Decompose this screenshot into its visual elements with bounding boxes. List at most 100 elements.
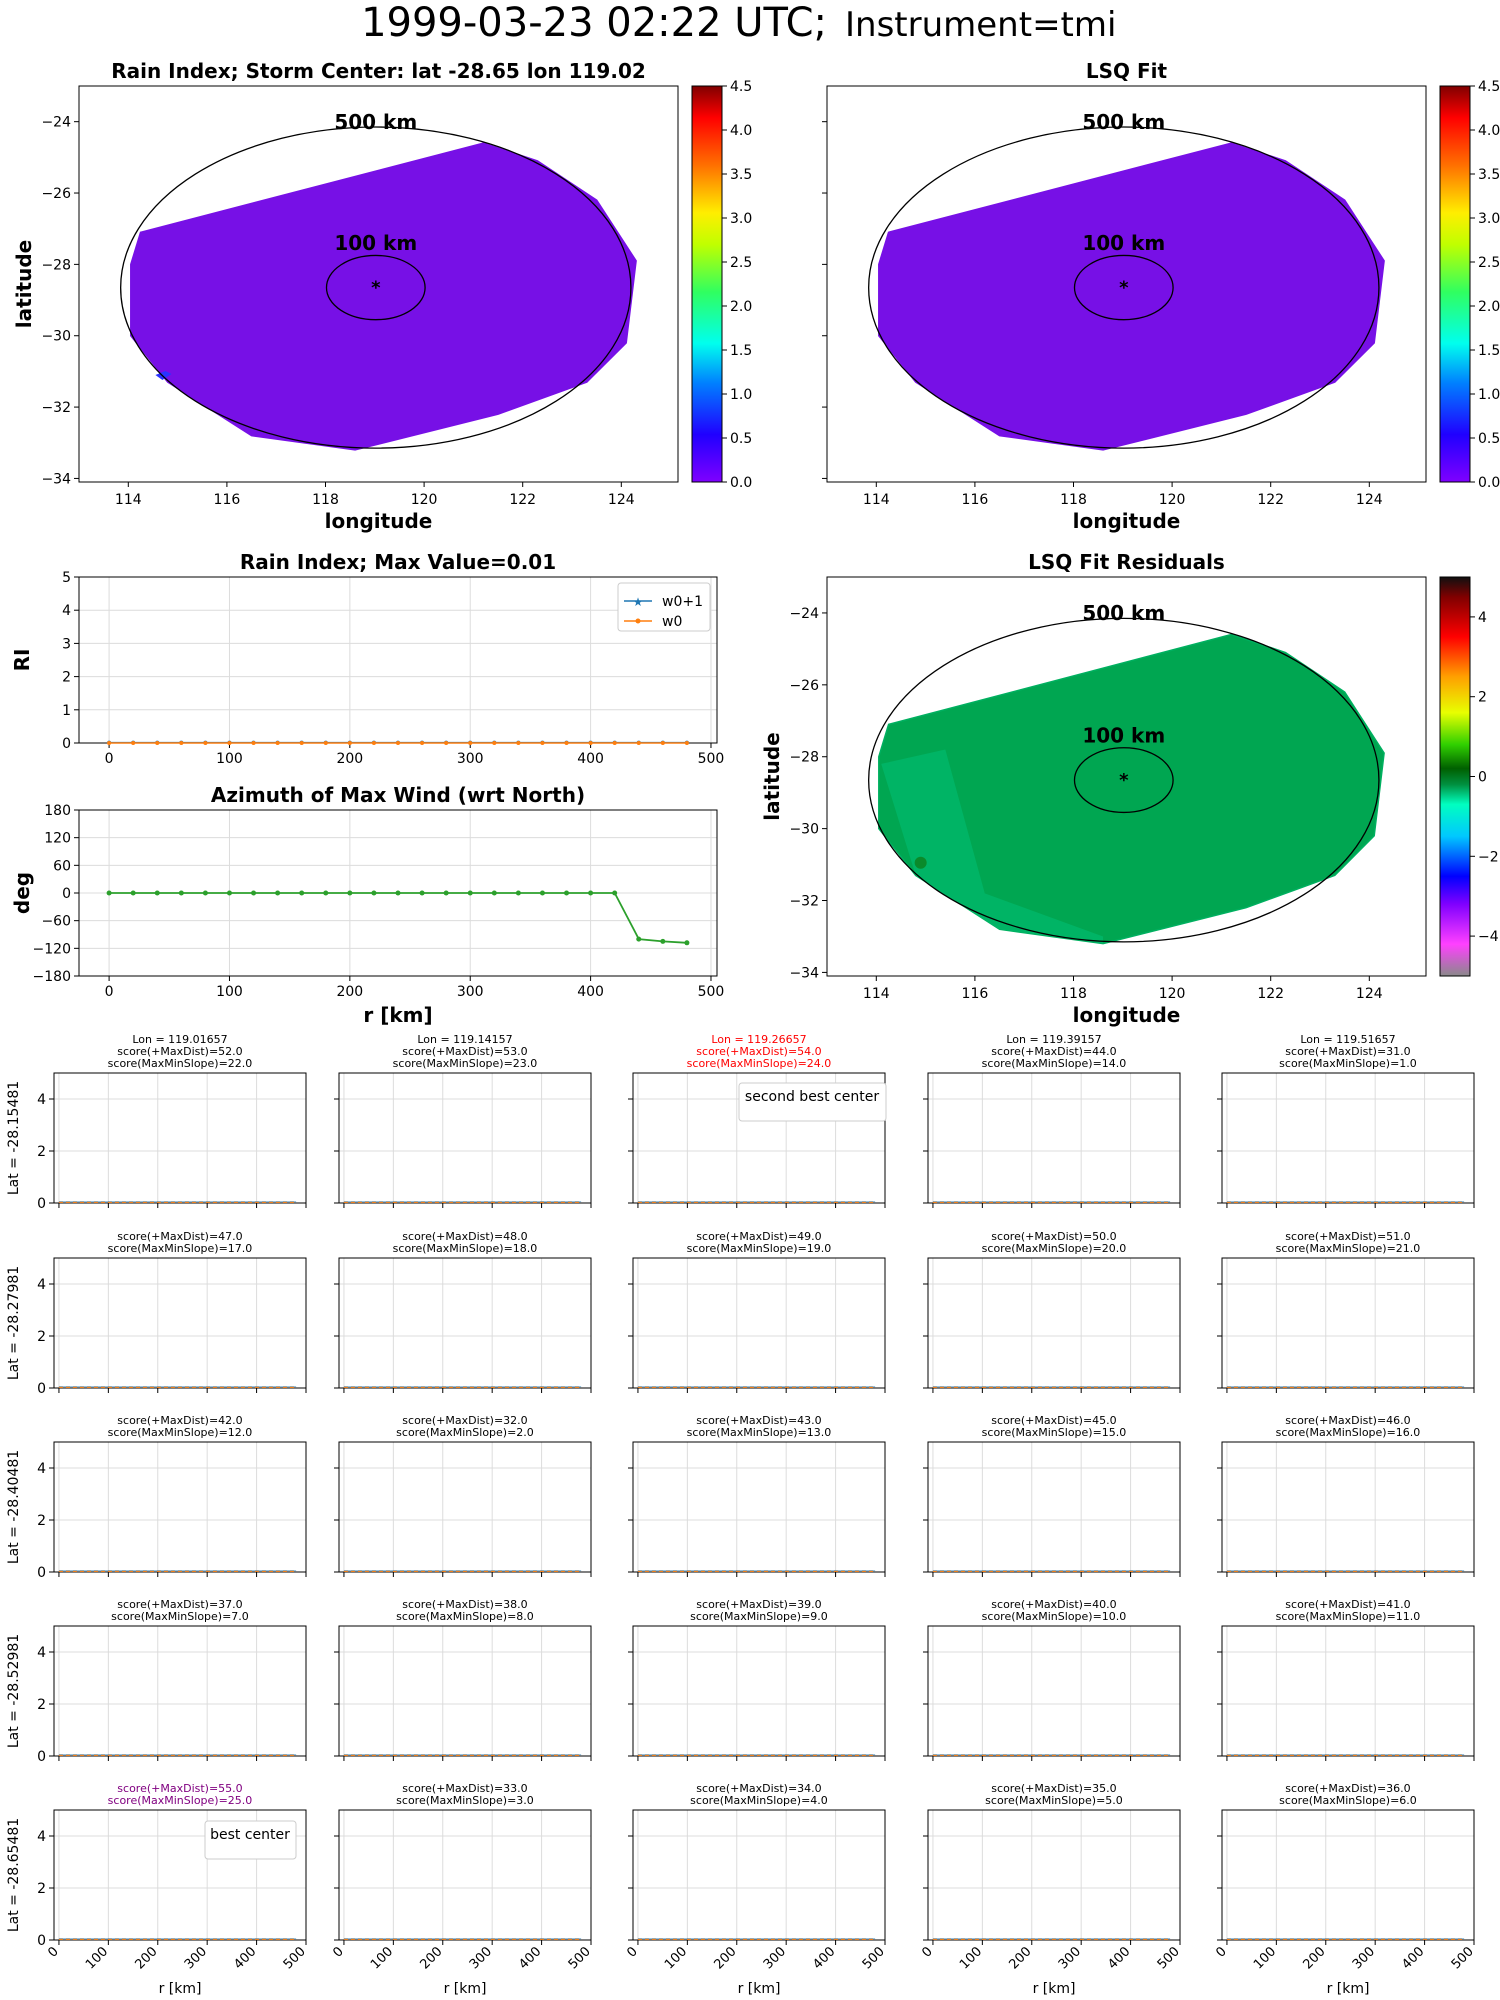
grid-panel: score(+MaxDist)=40.0score(MaxMinSlope)=1…: [923, 1598, 1181, 1761]
lsq-ring-100: [1073, 254, 1174, 321]
grid-xtick-label: 0: [624, 1944, 640, 1960]
grid-xtick-label: 100: [83, 1944, 111, 1972]
grid-frame: [632, 1625, 886, 1757]
ri-point: [299, 741, 304, 745]
grid-xtick-label: 500: [1449, 1944, 1477, 1972]
resid-xtick-label: 116: [962, 986, 989, 1002]
az-xtick-label: 100: [216, 984, 243, 1000]
grid-title-line: score(MaxMinSlope)=14.0: [982, 1057, 1127, 1070]
resid-cbar-tick-label: 4: [1478, 610, 1487, 626]
ri-point: [516, 741, 521, 745]
az-point: [539, 890, 545, 896]
grid-title-line: score(MaxMinSlope)=5.0: [985, 1794, 1123, 1807]
resid-cbar-tick-label: −4: [1478, 929, 1499, 945]
lsq-xtick-label: 120: [1159, 492, 1186, 508]
resid-ytick-label: −26: [789, 678, 819, 694]
lsq-ring-label-500: 500 km: [1082, 110, 1165, 134]
rain-ytick-label: −30: [41, 329, 71, 345]
rain-ylabel: latitude: [12, 240, 36, 328]
ri-point: [347, 741, 352, 745]
grid-xtick-label: 0: [45, 1944, 61, 1960]
grid-lat-label: Lat = -28.27981: [6, 1266, 22, 1380]
grid-ytick-label: 0: [37, 1196, 46, 1212]
lsq-swath: [878, 142, 1385, 451]
grid-frame: [1221, 1072, 1475, 1204]
ri-point: [564, 741, 569, 745]
ri-point: [275, 741, 280, 745]
lsq-xlabel: longitude: [1073, 509, 1181, 533]
grid-title-line: score(+MaxDist)=48.0: [402, 1230, 527, 1243]
grid-title-line: score(MaxMinSlope)=23.0: [393, 1057, 538, 1070]
grid-panel: 0 2 4 Lat = -28.40481 score(+MaxDist)=42.0sc…: [6, 1414, 307, 1581]
az-point: [588, 890, 594, 896]
ri-legend-box: [617, 582, 711, 632]
lsq-cbar-tick-label: 1.0: [1478, 387, 1500, 403]
lsq-cbar-tick-label: 1.5: [1478, 343, 1500, 359]
rain-cbar-tick-label: 1.5: [730, 343, 752, 359]
ri-point: [420, 741, 425, 745]
resid-xlabel: longitude: [1073, 1003, 1181, 1027]
az-point: [660, 938, 666, 944]
ri-legend-label: w0: [662, 614, 682, 630]
grid-frame: [632, 1257, 886, 1389]
grid-panel: score(+MaxDist)=43.0score(MaxMinSlope)=1…: [628, 1414, 886, 1577]
resid-xtick-label: 118: [1060, 986, 1087, 1002]
az-point: [636, 936, 642, 942]
ri-point: [492, 741, 497, 745]
rain-ring-label-500: 500 km: [334, 110, 417, 134]
resid-edge-band: [881, 749, 1104, 944]
grid-frame: [1221, 1257, 1475, 1389]
grid-title-line: score(+MaxDist)=34.0: [696, 1782, 821, 1795]
grid-title-line: Lon = 119.14157: [417, 1033, 512, 1046]
resid-center-star: *: [1119, 770, 1129, 791]
ri-xtick-label: 400: [577, 751, 604, 767]
grid-title-line: Lon = 119.39157: [1006, 1033, 1101, 1046]
az-xtick-label: 200: [336, 984, 363, 1000]
second-best-legend-box: [738, 1082, 887, 1122]
resid-xtick-label: 114: [863, 986, 890, 1002]
resid-ytick-label: −32: [789, 894, 819, 910]
ri-point: [371, 741, 376, 745]
grid-xtick-label: 0: [919, 1944, 935, 1960]
rain-ytick-label: −32: [41, 400, 71, 416]
ri-xtick-label: 0: [105, 751, 114, 767]
rain-map-panel: * 500 km 100 km 114 116 118 120 122 124 −24 −26 −28…: [12, 59, 679, 533]
lsq-ring-label-100: 100 km: [1082, 231, 1165, 255]
az-ytick-label: 0: [62, 886, 71, 902]
resid-ring-label-100: 100 km: [1082, 723, 1165, 747]
rain-xtick-label: 118: [312, 492, 339, 508]
lsq-cbar-tick-label: 4.5: [1478, 79, 1500, 95]
az-panel: 0 100 200 300 400 500 −180 −120 −60 0 60 120 180 Azim…: [10, 783, 724, 1027]
figure-instrument: Instrument=tmi: [845, 5, 1116, 45]
grid-frame: [53, 1625, 307, 1757]
az-point: [395, 890, 401, 896]
lsq-ring-500: [868, 126, 1380, 449]
resid-map-frame: [826, 576, 1427, 977]
grid-title-line: score(+MaxDist)=54.0: [696, 1045, 821, 1058]
grid-frame: [53, 1257, 307, 1389]
grid-xtick-label: 200: [711, 1944, 739, 1972]
grid-title-line: score(+MaxDist)=43.0: [696, 1414, 821, 1427]
ri-panel: 0 100 200 300 400 500 0 1 2 3 4 5 Rain Index; Max Va…: [10, 550, 724, 767]
grid-title-line: score(MaxMinSlope)=22.0: [108, 1057, 253, 1070]
ri-point: [612, 741, 617, 745]
az-point: [371, 890, 377, 896]
grid-frame: [927, 1257, 1181, 1389]
grid-xtick-label: 400: [1399, 1944, 1427, 1972]
grid-ytick-label: 2: [37, 1329, 46, 1345]
grid-panel: score(+MaxDist)=39.0score(MaxMinSlope)=9…: [628, 1598, 886, 1761]
lsq-xtick-label: 124: [1356, 492, 1383, 508]
rain-cbar-tick-label: 4.0: [730, 123, 752, 139]
rain-xtick-label: 122: [509, 492, 536, 508]
grid-ytick-label: 4: [37, 1461, 46, 1477]
grid-title-line: score(MaxMinSlope)=20.0: [982, 1242, 1127, 1255]
grid-xlabel: r [km]: [738, 1981, 781, 1997]
second-best-legend-label: second best center: [745, 1089, 879, 1105]
grid-xtick-label: 500: [566, 1944, 594, 1972]
rain-xtick-label: 116: [214, 492, 241, 508]
grid-panel: score(+MaxDist)=46.0score(MaxMinSlope)=1…: [1217, 1414, 1475, 1577]
lsq-cbar-tick-label: 3.5: [1478, 167, 1500, 183]
resid-blob: [914, 856, 927, 869]
